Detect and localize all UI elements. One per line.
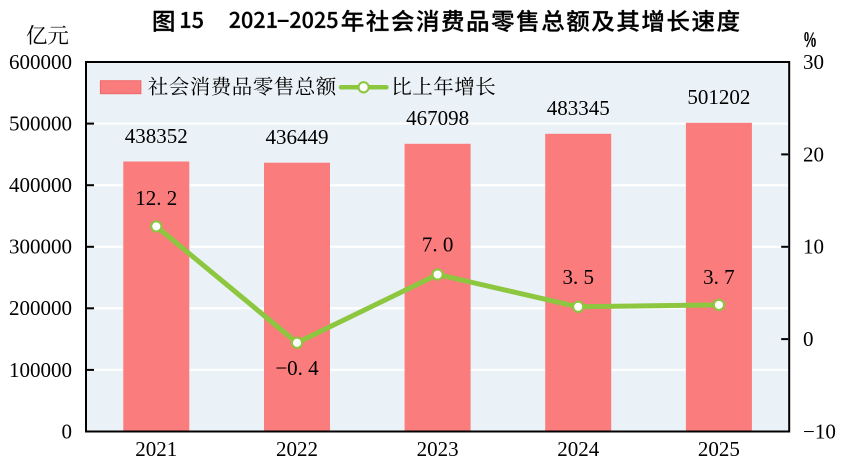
svg-text:30: 30 xyxy=(803,50,824,74)
svg-text:10: 10 xyxy=(803,235,824,259)
svg-text:438352: 438352 xyxy=(125,124,188,148)
svg-text:2021: 2021 xyxy=(135,437,177,461)
svg-text:483345: 483345 xyxy=(547,96,610,120)
svg-text:2022: 2022 xyxy=(276,437,318,461)
svg-text:200000: 200000 xyxy=(9,296,72,320)
svg-text:−10: −10 xyxy=(803,419,836,443)
svg-text:100000: 100000 xyxy=(9,358,72,382)
svg-text:20: 20 xyxy=(803,142,824,166)
svg-text:300000: 300000 xyxy=(9,235,72,259)
svg-text:3. 7: 3. 7 xyxy=(703,265,735,289)
svg-text:2023: 2023 xyxy=(417,437,459,461)
svg-text:0: 0 xyxy=(803,327,814,351)
svg-text:0: 0 xyxy=(62,419,73,443)
svg-text:3. 5: 3. 5 xyxy=(562,265,594,289)
svg-text:500000: 500000 xyxy=(9,112,72,136)
svg-text:7. 0: 7. 0 xyxy=(422,233,454,257)
svg-text:2025: 2025 xyxy=(698,437,740,461)
svg-text:−0. 4: −0. 4 xyxy=(275,356,319,380)
svg-text:436449: 436449 xyxy=(266,125,329,149)
svg-text:12. 2: 12. 2 xyxy=(135,186,177,210)
svg-text:467098: 467098 xyxy=(406,106,469,130)
svg-text:501202: 501202 xyxy=(687,85,750,109)
svg-text:2024: 2024 xyxy=(557,437,600,461)
svg-text:400000: 400000 xyxy=(9,173,72,197)
svg-text:600000: 600000 xyxy=(9,50,72,74)
